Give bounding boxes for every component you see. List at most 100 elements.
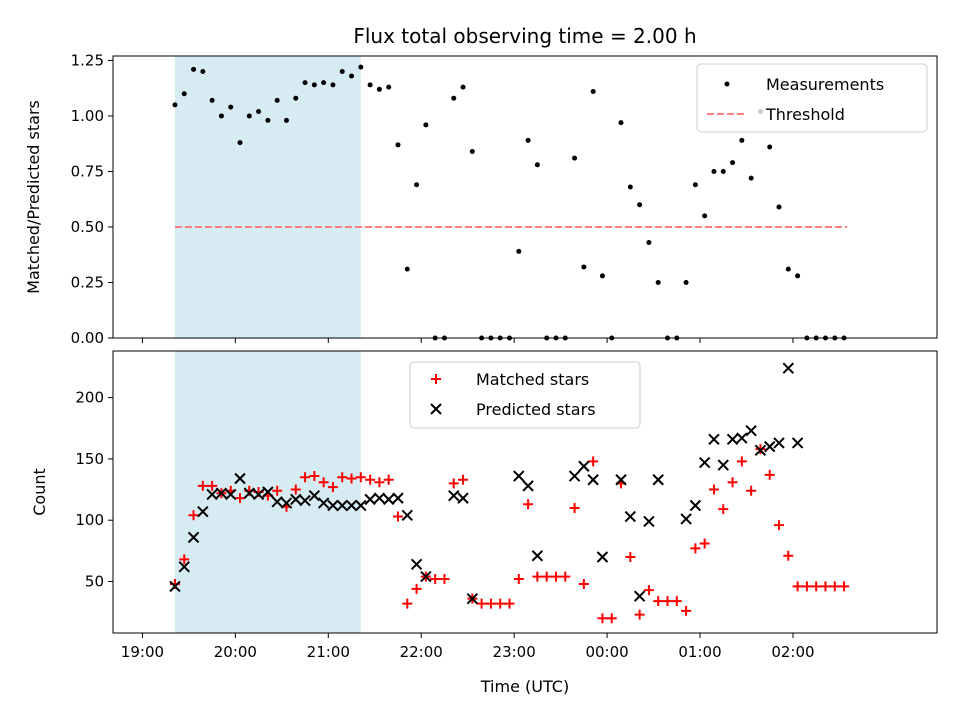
measurements-point [451, 95, 457, 101]
measurements-point [191, 66, 197, 72]
count-ytick-label: 100 [75, 511, 104, 529]
predicted-stars-point [791, 437, 804, 449]
chart-title: Flux total observing time = 2.00 h [353, 24, 696, 48]
measurements-point [339, 69, 345, 75]
matched-stars-point [523, 499, 534, 510]
matched-stars-point [634, 609, 645, 620]
matched-stars-point [197, 480, 208, 491]
predicted-stars-point [401, 509, 413, 522]
predicted-stars-point [410, 558, 423, 571]
predicted-stars-point [197, 505, 209, 518]
predicted-stars-point [745, 424, 757, 437]
count-panel-ylabel: Count [30, 468, 49, 516]
matched-stars-point [383, 474, 394, 485]
measurements-point [395, 142, 401, 148]
matched-stars-point [811, 581, 822, 592]
measurements-point [200, 69, 206, 75]
measurements-point [655, 279, 661, 285]
legend-matched-marker [431, 374, 441, 384]
predicted-stars-point [773, 437, 785, 449]
predicted-stars-point [698, 456, 711, 469]
matched-stars-point [550, 571, 561, 582]
matched-stars-point [309, 471, 320, 482]
ratio-panel: 0.00 0.25 0.50 0.75 1.00 1.25 Matched/Predict… [24, 51, 938, 347]
measurements-point [711, 168, 717, 174]
predicted-stars-point [522, 480, 534, 492]
predicted-stars-point [345, 499, 358, 512]
ratio-ytick-label: 0.50 [71, 218, 104, 236]
x-tick-label: 02:00 [771, 643, 814, 661]
count-panel: 50 100 150 200 19:00 20:00 21:00 22:00 23:00 00:… [30, 350, 938, 696]
predicted-stars-point [764, 440, 776, 453]
matched-stars-point [485, 598, 496, 609]
matched-stars-point [643, 585, 654, 596]
ratio-ytick-label: 0.25 [71, 273, 104, 291]
measurements-point [246, 113, 252, 119]
predicted-stars-point [364, 493, 376, 506]
predicted-stars-point [568, 470, 581, 482]
predicted-stars-point [252, 488, 265, 501]
matched-stars-point [392, 511, 403, 522]
predicted-stars-point [420, 570, 432, 583]
matched-stars-point [653, 596, 664, 607]
legend-measurements-label: Measurements [766, 75, 884, 94]
predicted-stars-point [169, 580, 181, 593]
count-ytick-label: 50 [85, 573, 104, 591]
matched-stars-point [495, 598, 506, 609]
predicted-stars-point [624, 510, 637, 523]
predicted-stars-point [633, 590, 646, 602]
measurements-point [256, 109, 262, 115]
measurements-point [646, 240, 652, 246]
measurements-point [330, 82, 336, 88]
matched-stars-point [355, 472, 366, 483]
matched-stars-point [718, 504, 729, 515]
ratio-panel-ylabel: Matched/Predicted stars [24, 100, 43, 294]
matched-stars-point [625, 551, 636, 562]
measurements-point [748, 175, 754, 181]
measurements-point [237, 140, 243, 146]
matched-stars-point [746, 485, 757, 496]
predicted-stars-point [457, 492, 469, 504]
predicted-stars-point [596, 551, 609, 563]
predicted-stars-point [531, 550, 544, 562]
matched-stars-point [541, 571, 552, 582]
matched-stars-point [699, 538, 710, 549]
measurements-point [181, 91, 187, 97]
matched-stars-point [300, 472, 311, 483]
measurements-point [525, 137, 531, 143]
legend-measurements-marker [724, 81, 730, 87]
ratio-panel-frame [112, 55, 938, 339]
x-axis-label: Time (UTC) [480, 677, 569, 696]
ratio-ytick-label: 1.00 [71, 107, 104, 125]
predicted-stars-point [382, 493, 395, 506]
predicted-stars-point [262, 486, 274, 498]
measurements-point [599, 273, 605, 279]
measurements-point [209, 97, 215, 103]
x-tick-label: 20:00 [214, 643, 257, 661]
matched-stars-point [829, 581, 840, 592]
matched-stars-point [597, 613, 608, 624]
matched-stars-point [588, 456, 599, 467]
count-panel-legend: Matched stars Predicted stars [409, 361, 641, 429]
measurements-point [358, 64, 364, 70]
x-tick-label: 19:00 [121, 643, 164, 661]
measurements-point [618, 120, 624, 126]
measurements-point [627, 184, 633, 190]
predicted-stars-point [754, 444, 767, 457]
predicted-stars-point [448, 489, 460, 502]
predicted-stars-point [643, 515, 655, 528]
measurements-point [692, 182, 698, 188]
predicted-stars-point [615, 474, 627, 486]
measurements-point [423, 122, 429, 128]
matched-stars-point [606, 613, 617, 624]
matched-stars-point [346, 473, 357, 484]
ratio-ytick-label: 1.25 [71, 51, 104, 69]
x-tick-label: 23:00 [493, 643, 536, 661]
measurements-point [367, 82, 373, 88]
matched-stars-point [207, 480, 218, 491]
measurements-point [274, 97, 280, 103]
matched-stars-point [727, 477, 738, 488]
matched-stars-point [337, 472, 348, 483]
matched-stars-point [318, 477, 329, 488]
